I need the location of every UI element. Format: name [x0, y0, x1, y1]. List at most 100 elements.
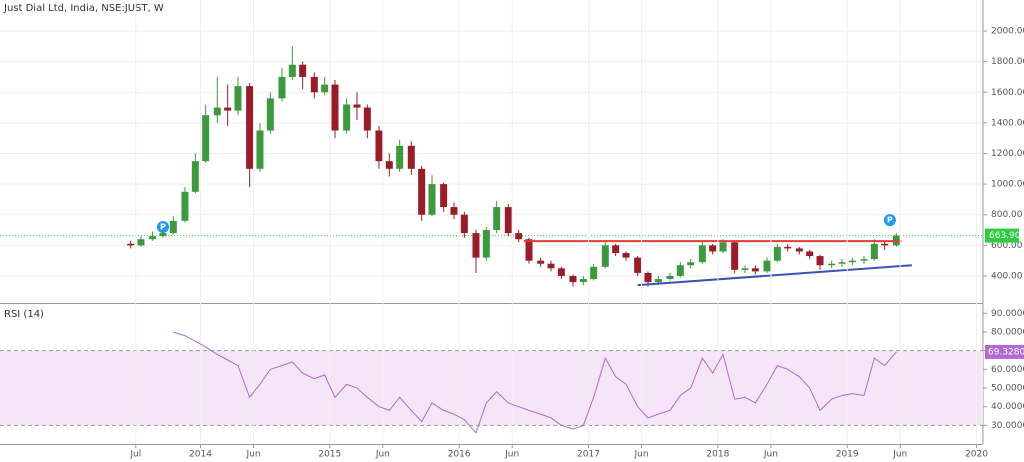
candle-body	[288, 64, 296, 77]
x-tick-label: 2017	[577, 450, 600, 460]
candle-body	[191, 161, 199, 192]
candle-body	[418, 168, 426, 215]
chart-title: Just Dial Ltd, India, NSE:JUST, W	[3, 3, 164, 14]
x-tick-label: 2014	[189, 450, 212, 460]
candle-body	[440, 184, 448, 208]
candle-body	[213, 107, 221, 116]
candle-body	[579, 279, 587, 283]
candle-body	[202, 115, 210, 162]
candle-body	[493, 207, 501, 231]
candle-body	[246, 86, 254, 169]
candle-body	[321, 84, 329, 93]
y-tick-label: 1400.00	[991, 118, 1024, 128]
y-tick-label: 2000.00	[991, 27, 1024, 37]
candle-body	[806, 251, 814, 257]
marker	[156, 220, 169, 233]
x-tick-label: 2019	[836, 450, 859, 460]
rsi-line	[173, 331, 897, 434]
candle-body	[407, 145, 415, 169]
last-value-box	[985, 344, 1024, 359]
candle-body	[266, 98, 274, 131]
candle-body	[299, 64, 307, 77]
candle-body	[375, 130, 383, 162]
y-tick-label: 60.0000	[991, 365, 1024, 375]
x-tick-label: Jun	[504, 450, 519, 460]
x-tick-label: 2015	[318, 450, 341, 460]
x-tick-label: Jun	[892, 450, 907, 460]
candle-body	[676, 265, 684, 276]
marker-label: P	[160, 222, 166, 231]
candle-body	[763, 260, 771, 272]
candle-body	[634, 257, 642, 273]
x-tick-label: Jun	[763, 450, 778, 460]
x-tick-label: 2020	[965, 450, 988, 460]
rsi-band-fill	[0, 350, 983, 426]
candle-body	[504, 207, 512, 234]
x-tick-label: Jul	[129, 450, 141, 460]
candle-body	[537, 260, 545, 264]
candle-body	[719, 242, 727, 252]
candle-body	[181, 191, 189, 221]
y-tick-label: 1800.00	[991, 57, 1024, 67]
candle-body	[751, 268, 759, 272]
candle-body	[666, 275, 674, 280]
candle-body	[310, 76, 318, 93]
candle-body	[450, 207, 458, 215]
candle-body	[169, 220, 177, 234]
last-price-label: 663.90	[989, 231, 1021, 241]
candle-body	[860, 259, 868, 261]
candle-body	[644, 272, 652, 283]
candle-body	[848, 260, 856, 263]
y-tick-label: 1600.00	[991, 88, 1024, 98]
x-tick-label: 2016	[448, 450, 471, 460]
candle-body	[698, 245, 706, 263]
candle-body	[482, 230, 490, 258]
x-tick-label: 2018	[706, 450, 729, 460]
candle-body	[137, 239, 145, 246]
candle-body	[741, 268, 749, 270]
candle-body	[590, 266, 598, 280]
candle-body	[557, 268, 565, 276]
last-value-label: 69.3280	[988, 347, 1024, 357]
candle-body	[256, 130, 264, 169]
candle-body	[687, 262, 695, 266]
candle-body	[331, 84, 339, 131]
candle-body	[569, 275, 577, 283]
candle-body	[159, 233, 167, 237]
y-tick-label: 600.00	[991, 241, 1023, 251]
y-tick-label: 400.00	[991, 271, 1023, 281]
y-tick-label: 80.0000	[991, 328, 1024, 338]
x-tick-label: Jun	[634, 450, 649, 460]
candle-body	[460, 214, 468, 234]
candle-body	[149, 236, 157, 240]
candle-body	[731, 242, 739, 270]
candle-body	[353, 104, 361, 108]
candle-body	[773, 246, 781, 261]
candle-body	[795, 248, 803, 252]
candle-body	[224, 107, 232, 111]
marker-label: P	[887, 216, 893, 225]
candle-body	[363, 107, 371, 131]
candle-body	[828, 263, 836, 266]
marker	[883, 214, 896, 227]
x-tick-label: Jun	[375, 450, 390, 460]
y-tick-label: 30.0000	[991, 421, 1024, 431]
y-tick-label: 800.00	[991, 210, 1023, 220]
y-tick-label: 90.0000	[991, 309, 1024, 319]
last-price-box	[985, 228, 1019, 243]
candle-body	[881, 243, 889, 246]
candle-body	[278, 76, 286, 99]
candle-body	[525, 239, 533, 261]
candle-body	[816, 256, 824, 266]
candle-body	[234, 86, 242, 111]
x-tick-label: Jun	[245, 450, 260, 460]
candle-body	[709, 245, 717, 252]
candle-body	[127, 243, 135, 246]
candle-body	[428, 184, 436, 215]
y-tick-label: 1000.00	[991, 180, 1024, 190]
candle-body	[601, 245, 609, 267]
y-tick-label: 1200.00	[991, 149, 1024, 159]
candle-body	[472, 233, 480, 258]
trendline	[637, 264, 912, 287]
